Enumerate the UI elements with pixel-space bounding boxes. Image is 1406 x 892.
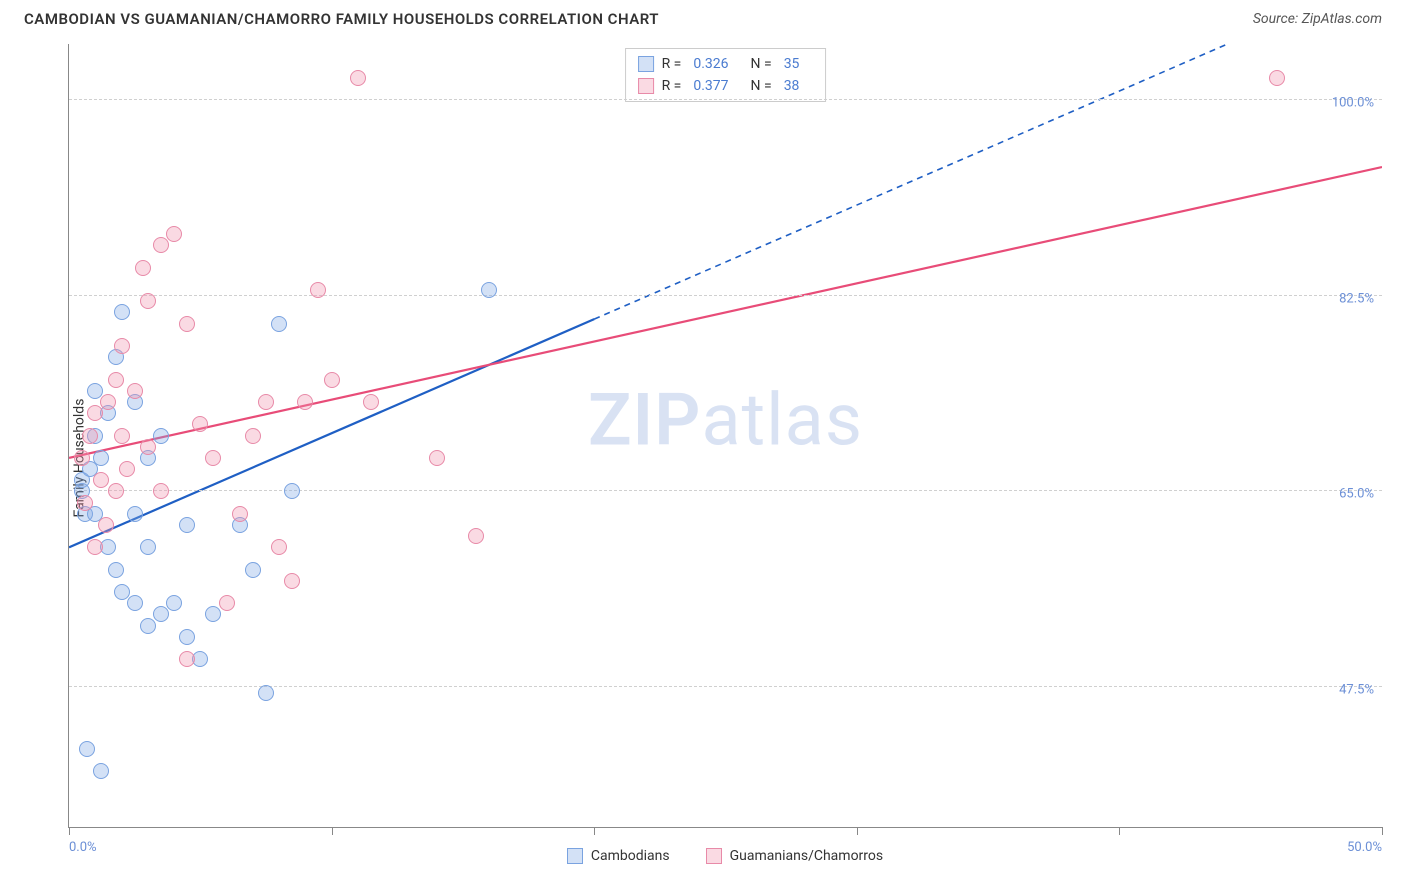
legend-row: R = 0.377 N = 38: [638, 75, 814, 97]
data-point: [258, 394, 274, 410]
data-point: [119, 461, 135, 477]
data-point: [297, 394, 313, 410]
data-point: [93, 472, 109, 488]
x-tick: [1382, 827, 1383, 835]
data-point: [166, 595, 182, 611]
data-point: [1269, 70, 1285, 86]
x-tick: [594, 827, 595, 835]
data-point: [87, 405, 103, 421]
legend-r-label: R =: [662, 53, 682, 75]
data-point: [271, 316, 287, 332]
legend-swatch: [638, 56, 654, 72]
data-point: [140, 439, 156, 455]
x-tick: [857, 827, 858, 835]
data-point: [284, 573, 300, 589]
y-tick-label: 82.5%: [1339, 291, 1374, 306]
data-point: [140, 618, 156, 634]
data-point: [324, 372, 340, 388]
data-point: [481, 282, 497, 298]
data-point: [153, 483, 169, 499]
data-point: [114, 304, 130, 320]
data-point: [98, 517, 114, 533]
y-tick-label: 47.5%: [1339, 683, 1374, 698]
data-point: [108, 372, 124, 388]
data-point: [153, 428, 169, 444]
chart-container: Family Households ZIPatlas R =0.326N =35…: [24, 44, 1382, 872]
data-point: [179, 517, 195, 533]
legend-r-value: 0.377: [693, 75, 728, 97]
data-point: [245, 562, 261, 578]
y-tick-label: 100.0%: [1332, 95, 1374, 110]
data-point: [74, 450, 90, 466]
x-tick: [1119, 827, 1120, 835]
x-tick: [69, 827, 70, 835]
legend-item: Guamanians/Chamorros: [706, 848, 884, 864]
data-point: [468, 528, 484, 544]
data-point: [114, 428, 130, 444]
trend-lines: [69, 44, 1382, 827]
legend-n-value: 35: [784, 53, 800, 75]
series-legend: Cambodians Guamanians/Chamorros: [68, 848, 1382, 864]
legend-r-value: 0.326: [693, 53, 728, 75]
gridline-h: [69, 99, 1382, 100]
data-point: [219, 595, 235, 611]
data-point: [79, 741, 95, 757]
data-point: [153, 606, 169, 622]
correlation-legend: R = 0.326 N = 35 R = 0.377 N = 38: [625, 48, 827, 102]
data-point: [87, 539, 103, 555]
legend-swatch: [706, 848, 722, 864]
data-point: [179, 651, 195, 667]
legend-row: R = 0.326 N = 35: [638, 53, 814, 75]
data-point: [127, 595, 143, 611]
chart-title: CAMBODIAN VS GUAMANIAN/CHAMORRO FAMILY H…: [24, 10, 659, 28]
legend-label: Cambodians: [591, 848, 670, 864]
data-point: [93, 763, 109, 779]
data-point: [153, 237, 169, 253]
legend-label: Guamanians/Chamorros: [730, 848, 884, 864]
data-point: [127, 383, 143, 399]
legend-n-label: N =: [751, 75, 772, 97]
legend-n-label: N =: [751, 53, 772, 75]
data-point: [114, 338, 130, 354]
data-point: [232, 506, 248, 522]
data-point: [271, 539, 287, 555]
data-point: [350, 70, 366, 86]
data-point: [108, 483, 124, 499]
data-point: [140, 293, 156, 309]
data-point: [77, 495, 93, 511]
data-point: [245, 428, 261, 444]
plot-area: ZIPatlas R = 0.326 N = 35 R = 0.377 N = 38 47.5…: [68, 44, 1382, 828]
data-point: [166, 226, 182, 242]
data-point: [192, 416, 208, 432]
data-point: [179, 316, 195, 332]
legend-swatch: [638, 78, 654, 94]
data-point: [258, 685, 274, 701]
data-point: [127, 506, 143, 522]
gridline-h: [69, 490, 1382, 491]
data-point: [429, 450, 445, 466]
data-point: [100, 394, 116, 410]
y-tick-label: 65.0%: [1339, 487, 1374, 502]
x-tick: [332, 827, 333, 835]
watermark: ZIPatlas: [588, 377, 863, 462]
data-point: [363, 394, 379, 410]
data-point: [179, 629, 195, 645]
data-point: [135, 260, 151, 276]
legend-swatch: [567, 848, 583, 864]
data-point: [140, 539, 156, 555]
legend-n-value: 38: [784, 75, 800, 97]
source-label: Source: ZipAtlas.com: [1253, 11, 1382, 27]
data-point: [82, 428, 98, 444]
data-point: [310, 282, 326, 298]
data-point: [205, 450, 221, 466]
gridline-h: [69, 295, 1382, 296]
legend-item: Cambodians: [567, 848, 670, 864]
legend-r-label: R =: [662, 75, 682, 97]
data-point: [205, 606, 221, 622]
data-point: [284, 483, 300, 499]
data-point: [108, 562, 124, 578]
